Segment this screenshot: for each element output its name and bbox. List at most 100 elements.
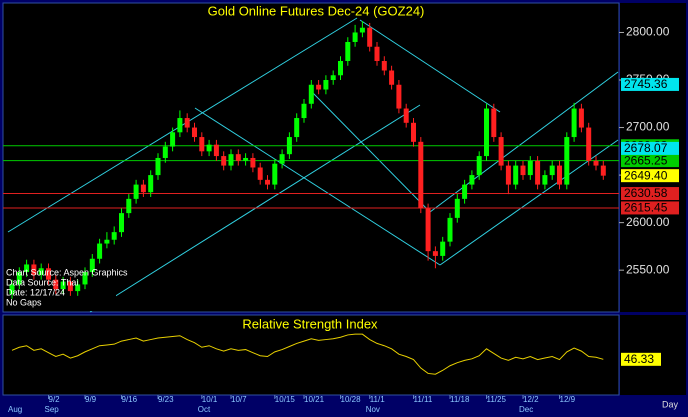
month-label: Nov <box>366 405 380 414</box>
x-tick-label: 10/15 <box>275 395 296 404</box>
candle-body <box>60 281 66 290</box>
x-tick-label: 12/2 <box>523 395 539 404</box>
price-marker <box>621 77 679 91</box>
price-marker <box>621 154 679 168</box>
x-tick-label: 9/2 <box>49 395 61 404</box>
x-tick-label: 11/11 <box>414 395 433 404</box>
trend-line <box>309 89 431 213</box>
candle-body <box>235 154 241 161</box>
candle-body <box>359 27 365 33</box>
candle-body <box>338 60 343 76</box>
price-marker <box>621 141 679 155</box>
candle-body <box>498 137 504 166</box>
notes-box <box>4 267 116 311</box>
candle-body <box>16 272 22 285</box>
candle-body <box>586 127 592 161</box>
rsi-panel <box>2 314 620 396</box>
trend-line <box>89 104 421 313</box>
candle-body <box>432 251 438 256</box>
rsi-title: Relative Strength Index <box>242 316 378 331</box>
y-tick-label: 2700.00 <box>626 120 670 134</box>
candle-body <box>243 157 249 161</box>
candle-body <box>513 165 519 185</box>
candle-body <box>126 198 132 214</box>
candle-body <box>89 258 95 273</box>
candle-body <box>31 264 37 275</box>
candle-body <box>286 137 292 155</box>
candle-body <box>53 279 59 290</box>
month-label: Oct <box>198 405 211 414</box>
candle-body <box>367 27 373 47</box>
price-marker-label: 2615.45 <box>624 201 668 215</box>
candle-body <box>462 184 468 199</box>
price-marker-label: 2649.40 <box>624 168 668 182</box>
candle-body <box>272 163 278 185</box>
candle-body <box>440 241 446 256</box>
candle-body <box>213 144 219 157</box>
candle-body <box>418 141 424 209</box>
candle-body <box>9 284 15 294</box>
candle-body <box>279 154 285 164</box>
candle-body <box>571 108 577 138</box>
price-marker-label: 2630.58 <box>624 186 668 200</box>
price-marker <box>621 169 679 183</box>
candle-body <box>425 208 431 252</box>
candle-body <box>82 272 88 285</box>
candle-body <box>527 160 533 176</box>
candle-body <box>403 108 409 123</box>
candle-body <box>389 70 395 85</box>
x-tick-label: 10/28 <box>341 395 362 404</box>
candle-body <box>593 160 599 166</box>
rsi-marker <box>621 352 661 366</box>
trend-line <box>7 17 358 233</box>
x-tick-label: 9/9 <box>85 395 97 404</box>
price-panel <box>2 2 620 313</box>
x-tick-label: 10/21 <box>304 395 325 404</box>
candle-body <box>133 184 139 199</box>
candle-body <box>155 157 161 176</box>
candle-body <box>520 165 526 176</box>
candle-body <box>381 60 387 71</box>
month-label: Sep <box>45 405 60 414</box>
candle-body <box>206 144 212 152</box>
candle-body <box>600 165 606 176</box>
candle-body <box>97 243 103 259</box>
candle-body <box>221 156 227 166</box>
candle-body <box>265 179 270 185</box>
candle-body <box>557 165 562 185</box>
trend-line <box>359 19 501 113</box>
y-tick-label: 2600.00 <box>626 215 670 229</box>
candle-body <box>184 118 190 128</box>
candle-body <box>323 80 329 90</box>
candle-body <box>308 84 314 104</box>
price-marker-label: 2678.07 <box>624 141 668 155</box>
x-tick-label: 12/9 <box>560 395 576 404</box>
x-tick-label: 10/7 <box>231 395 247 404</box>
candle-body <box>491 108 497 138</box>
chart-title: Gold Online Futures Dec-24 (GOZ24) <box>208 3 425 18</box>
x-tick-label: 11/1 <box>370 395 386 404</box>
candle-body <box>374 46 380 61</box>
candle-body <box>345 41 351 61</box>
candle-body <box>411 122 416 142</box>
x-tick-label: 9/16 <box>122 395 138 404</box>
candle-body <box>352 32 358 42</box>
price-marker <box>621 201 679 215</box>
candle-body <box>549 165 555 176</box>
candle-body <box>250 157 256 168</box>
trend-lines <box>7 17 619 313</box>
x-axis-label: Day <box>662 399 679 409</box>
candle-body <box>396 84 402 109</box>
note: Data Source: Thai <box>6 277 78 287</box>
x-tick-label: 10/1 <box>202 395 218 404</box>
candle-body <box>119 213 124 233</box>
candle-body <box>162 146 168 158</box>
candle-body <box>192 127 197 138</box>
candle-body <box>542 175 548 185</box>
price-marker-label: 2665.25 <box>624 153 668 167</box>
candle-body <box>170 132 176 147</box>
candle-body <box>67 281 73 292</box>
candle-body <box>301 103 307 119</box>
candle-body <box>199 137 205 152</box>
